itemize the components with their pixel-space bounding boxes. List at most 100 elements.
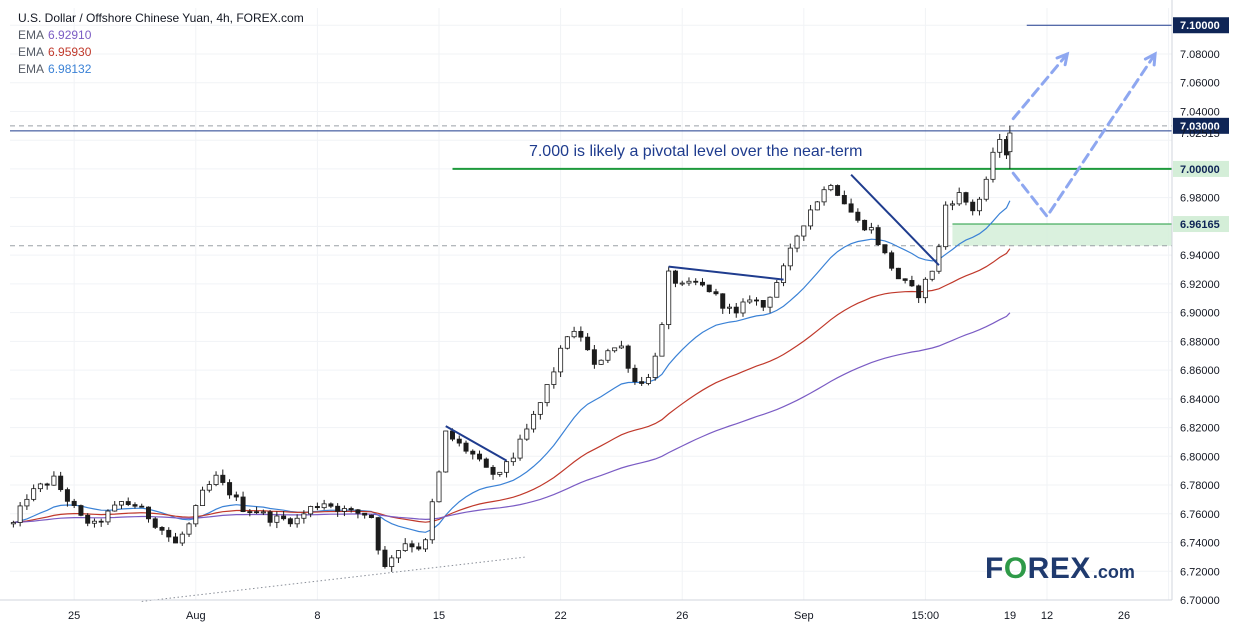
ema-value: 6.98132 xyxy=(48,62,92,76)
price-tick-label: 6.80000 xyxy=(1180,451,1220,463)
candle xyxy=(726,306,732,309)
candle xyxy=(58,475,64,491)
candle xyxy=(31,488,37,500)
candle xyxy=(145,506,151,520)
projection-arrow xyxy=(1011,52,1069,121)
candle xyxy=(794,235,800,249)
candle xyxy=(902,278,908,281)
candle xyxy=(64,489,70,502)
candle xyxy=(497,471,503,475)
candle xyxy=(598,359,604,365)
candle xyxy=(355,509,361,514)
forex-logo: FOREX .com xyxy=(985,552,1135,586)
candle xyxy=(294,517,300,525)
candle xyxy=(382,549,388,567)
candle xyxy=(389,557,395,567)
trendlines xyxy=(141,173,940,602)
logo-wordmark: FOREX xyxy=(985,552,1091,585)
candle xyxy=(855,211,861,221)
price-tick-label: 6.92000 xyxy=(1180,279,1220,291)
candle xyxy=(112,504,118,512)
candle xyxy=(686,280,692,284)
price-badge xyxy=(1173,17,1229,34)
time-tick-label: 25 xyxy=(68,610,80,622)
candle xyxy=(193,505,199,525)
time-tick-label: 15 xyxy=(433,610,445,622)
candle xyxy=(44,483,50,486)
demand-zone-rect xyxy=(952,224,1172,246)
price-tick-label: 6.78000 xyxy=(1180,480,1220,492)
candle xyxy=(348,508,354,511)
dotted-trendline xyxy=(141,556,527,602)
candle xyxy=(98,520,104,523)
candle xyxy=(51,475,57,486)
candle xyxy=(578,330,584,338)
candles xyxy=(10,125,1013,572)
candle xyxy=(281,515,287,520)
candle xyxy=(118,501,124,506)
ema-label: EMA xyxy=(18,62,45,76)
ema-line-20 xyxy=(13,200,1011,533)
candle xyxy=(125,501,131,505)
chart-title: U.S. Dollar / Offshore Chinese Yuan, 4h,… xyxy=(18,11,304,25)
candle xyxy=(206,484,212,491)
candle xyxy=(625,345,631,369)
price-tick-label: 6.90000 xyxy=(1180,308,1220,320)
candle xyxy=(841,195,847,205)
candle xyxy=(91,520,97,524)
candle xyxy=(976,198,982,212)
price-tick-label: 6.74000 xyxy=(1180,538,1220,550)
candle xyxy=(308,506,314,515)
candle xyxy=(179,533,185,544)
candle xyxy=(531,413,537,430)
time-tick-label: Aug xyxy=(186,610,206,622)
price-tick-label: 6.72000 xyxy=(1180,566,1220,578)
candle xyxy=(314,506,320,509)
price-label: 7.02515 xyxy=(1180,128,1220,140)
projection-arrows xyxy=(1011,51,1157,219)
candle xyxy=(477,453,483,460)
candle xyxy=(260,511,266,514)
candle xyxy=(510,457,516,463)
candle xyxy=(558,347,564,373)
candle xyxy=(321,503,327,509)
time-tick-label: 26 xyxy=(1118,610,1130,622)
price-tick-label: 7.08000 xyxy=(1180,49,1220,61)
candle xyxy=(85,514,91,524)
candle xyxy=(943,204,949,248)
pivot-annotation: 7.000 is likely a pivotal level over the… xyxy=(529,143,863,160)
trendline xyxy=(850,173,940,266)
time-tick-label: 26 xyxy=(676,610,688,622)
price-tick-label: 7.04000 xyxy=(1180,106,1220,118)
candle xyxy=(132,504,138,507)
candle xyxy=(740,301,746,314)
ema-value: 6.92910 xyxy=(48,28,92,42)
candle xyxy=(186,523,192,535)
ema-line-100 xyxy=(13,312,1011,524)
ema-lines xyxy=(13,200,1011,533)
demand-zone xyxy=(952,223,1172,246)
candle xyxy=(720,293,726,309)
price-tick-label: 7.06000 xyxy=(1180,78,1220,90)
price-tick-label: 6.76000 xyxy=(1180,509,1220,521)
price-tick-label: 6.70000 xyxy=(1180,595,1220,607)
candle xyxy=(808,209,814,227)
candle xyxy=(233,494,239,498)
price-badge-label: 7.03000 xyxy=(1180,121,1220,133)
candle xyxy=(173,536,179,544)
candle xyxy=(328,503,334,507)
candle xyxy=(10,522,16,525)
ema-value: 6.95930 xyxy=(48,45,92,59)
candle xyxy=(456,438,462,444)
price-tick-label: 6.84000 xyxy=(1180,394,1220,406)
candle xyxy=(463,442,469,452)
price-badge xyxy=(1173,216,1229,233)
candle xyxy=(990,151,996,180)
price-tick-label: 6.94000 xyxy=(1180,250,1220,262)
candle xyxy=(747,299,753,303)
trendline xyxy=(445,425,508,462)
candle xyxy=(227,482,233,496)
